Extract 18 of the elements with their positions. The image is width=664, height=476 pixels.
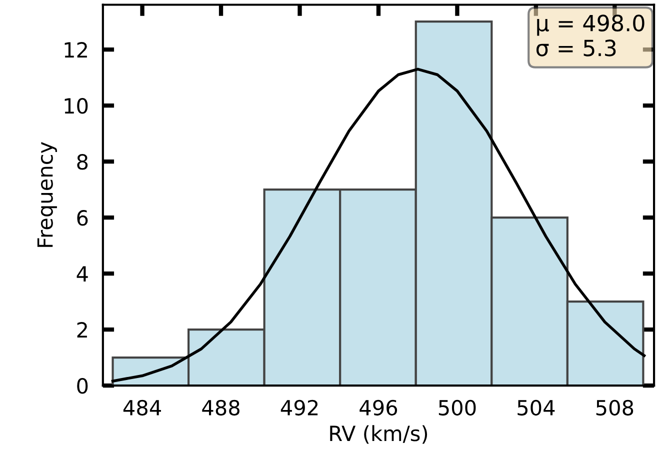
y-axis-title: Frequency xyxy=(37,142,57,247)
x-axis-title: RV (km/s) xyxy=(330,425,428,444)
x-tick-label: 488 xyxy=(202,400,240,416)
y-tick-label: 0 xyxy=(77,378,88,394)
y-tick-label: 10 xyxy=(64,98,88,114)
x-tick-label: 496 xyxy=(360,400,398,416)
x-tick-label: 492 xyxy=(280,400,318,416)
x-tick-label: 504 xyxy=(518,400,555,416)
y-tick-label: 12 xyxy=(64,42,87,58)
line-series xyxy=(111,68,646,382)
y-tick-label: 8 xyxy=(77,154,88,170)
x-tick-label: 508 xyxy=(596,400,634,416)
x-tick-label: 484 xyxy=(123,400,161,416)
y-tick-label: 4 xyxy=(76,266,88,282)
x-tick-label: 500 xyxy=(438,400,476,416)
y-tick-label: 6 xyxy=(77,210,88,226)
y-tick-label: 2 xyxy=(77,322,87,338)
annotation: μ = 498.0 σ = 5.3 xyxy=(536,14,644,56)
